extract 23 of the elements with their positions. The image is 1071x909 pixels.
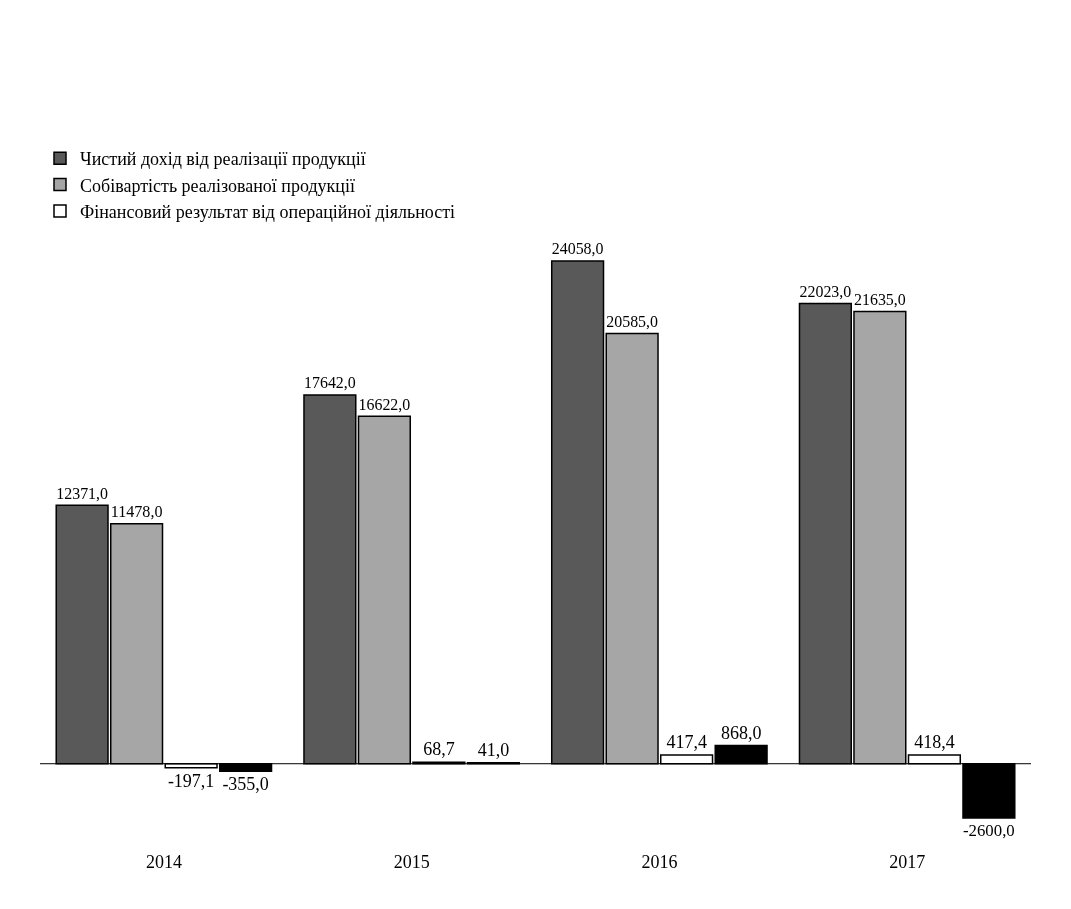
data-label: 21635,0 (853, 291, 906, 309)
x-tick-label: 2016 (641, 852, 678, 872)
legend-label: Собівартість реалізованої продукції (80, 175, 355, 196)
data-label: 11478,0 (110, 503, 163, 521)
legend-label: Фінансовий результат від операційної діяльності (80, 202, 456, 223)
data-label: 16622,0 (358, 395, 411, 413)
x-tick-label: 2017 (889, 852, 926, 872)
data-label: -2600,0 (963, 820, 1015, 840)
data-label: 68,7 (423, 739, 455, 760)
data-label: 12371,0 (56, 484, 109, 502)
data-label: -355,0 (222, 774, 269, 795)
x-tick-label: 2014 (145, 852, 182, 872)
data-label: 418,4 (914, 731, 955, 752)
legend-label: Чистий дохід від реалізації продукції (80, 149, 366, 170)
data-label: 20585,0 (606, 312, 659, 330)
data-label: 24058,0 (551, 240, 604, 258)
data-label: 22023,0 (799, 282, 852, 300)
data-label: 17642,0 (303, 374, 356, 392)
data-label: 868,0 (720, 722, 762, 743)
data-label: -197,1 (167, 770, 215, 791)
data-label: 417,4 (666, 731, 707, 752)
x-tick-label: 2015 (393, 852, 430, 872)
data-label: 41,0 (477, 739, 510, 760)
